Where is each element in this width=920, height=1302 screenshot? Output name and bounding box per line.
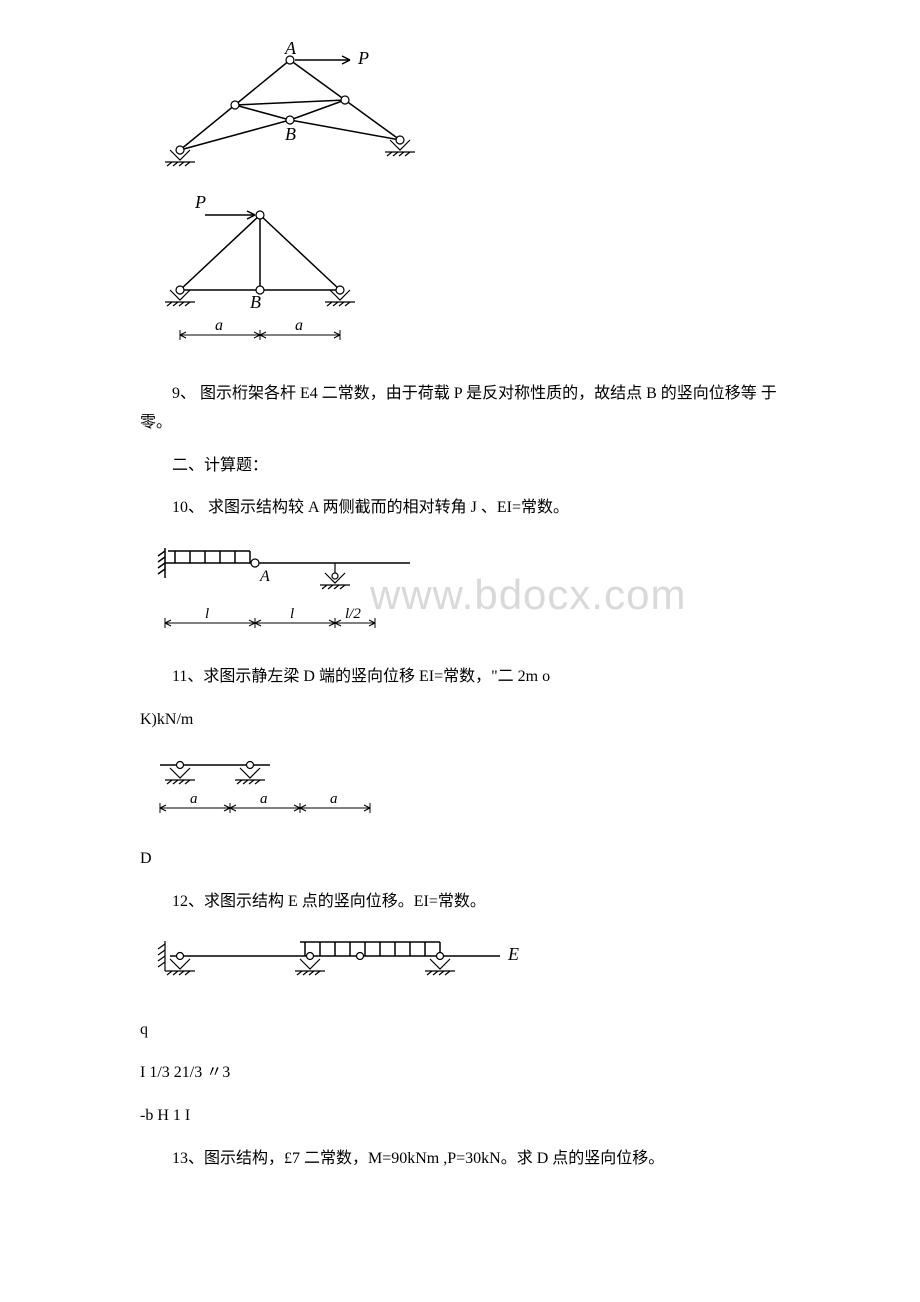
- dim-l2: l: [290, 606, 294, 622]
- question-9: 9、 图示桁架各杆 E4 二常数，由于荷载 P 是反对称性质的，故结点 B 的竖…: [140, 380, 780, 438]
- dim-a2-11: a: [260, 791, 268, 807]
- heading-section-2: 二、计算题：: [140, 452, 780, 481]
- truss2-svg: P B a a: [140, 190, 390, 360]
- dim-l1: l: [205, 606, 209, 622]
- question-12: 12、求图示结构 E 点的竖向位移。EI=常数。: [140, 888, 780, 917]
- label-E: E: [507, 944, 519, 964]
- figure-truss-1: A P B: [140, 40, 780, 170]
- question-12-line2: I 1/3 21/3 〃3: [140, 1059, 780, 1088]
- label-P2: P: [194, 192, 206, 212]
- beam10-svg: A l l l/2: [140, 543, 440, 643]
- question-11-D: D: [140, 845, 780, 874]
- dim-a1: a: [215, 317, 223, 334]
- question-11: 11、求图示静左梁 D 端的竖向位移 EI=常数，"二 2m o: [140, 663, 780, 692]
- question-10: 10、 求图示结构较 A 两侧截而的相对转角 J 、EI=常数。: [140, 494, 780, 523]
- figure-truss-2: P B a a: [140, 190, 780, 360]
- beam12-svg: E: [140, 936, 540, 996]
- truss1-svg: A P B: [140, 40, 440, 170]
- label-P: P: [357, 48, 369, 68]
- dim-a3-11: a: [330, 791, 338, 807]
- beam11-svg: a a a: [140, 755, 400, 825]
- label-B: B: [285, 124, 296, 144]
- question-11-line2: K)kN/m: [140, 706, 780, 735]
- dim-a1-11: a: [190, 791, 198, 807]
- figure-beam-10: www.bdocx.com A: [140, 543, 780, 643]
- dim-l3: l/2: [345, 606, 361, 622]
- label-A10: A: [259, 568, 270, 585]
- dim-a2: a: [295, 317, 303, 334]
- question-12-line3: -b H 1 I: [140, 1102, 780, 1131]
- label-B2: B: [250, 292, 261, 312]
- figure-beam-12: E: [140, 936, 780, 996]
- question-13: 13、图示结构，£7 二常数，M=90kNm ,P=30kN。求 D 点的竖向位…: [140, 1145, 780, 1174]
- figure-beam-11: a a a: [140, 755, 780, 825]
- label-A: A: [284, 40, 297, 58]
- question-12-q: q: [140, 1016, 780, 1045]
